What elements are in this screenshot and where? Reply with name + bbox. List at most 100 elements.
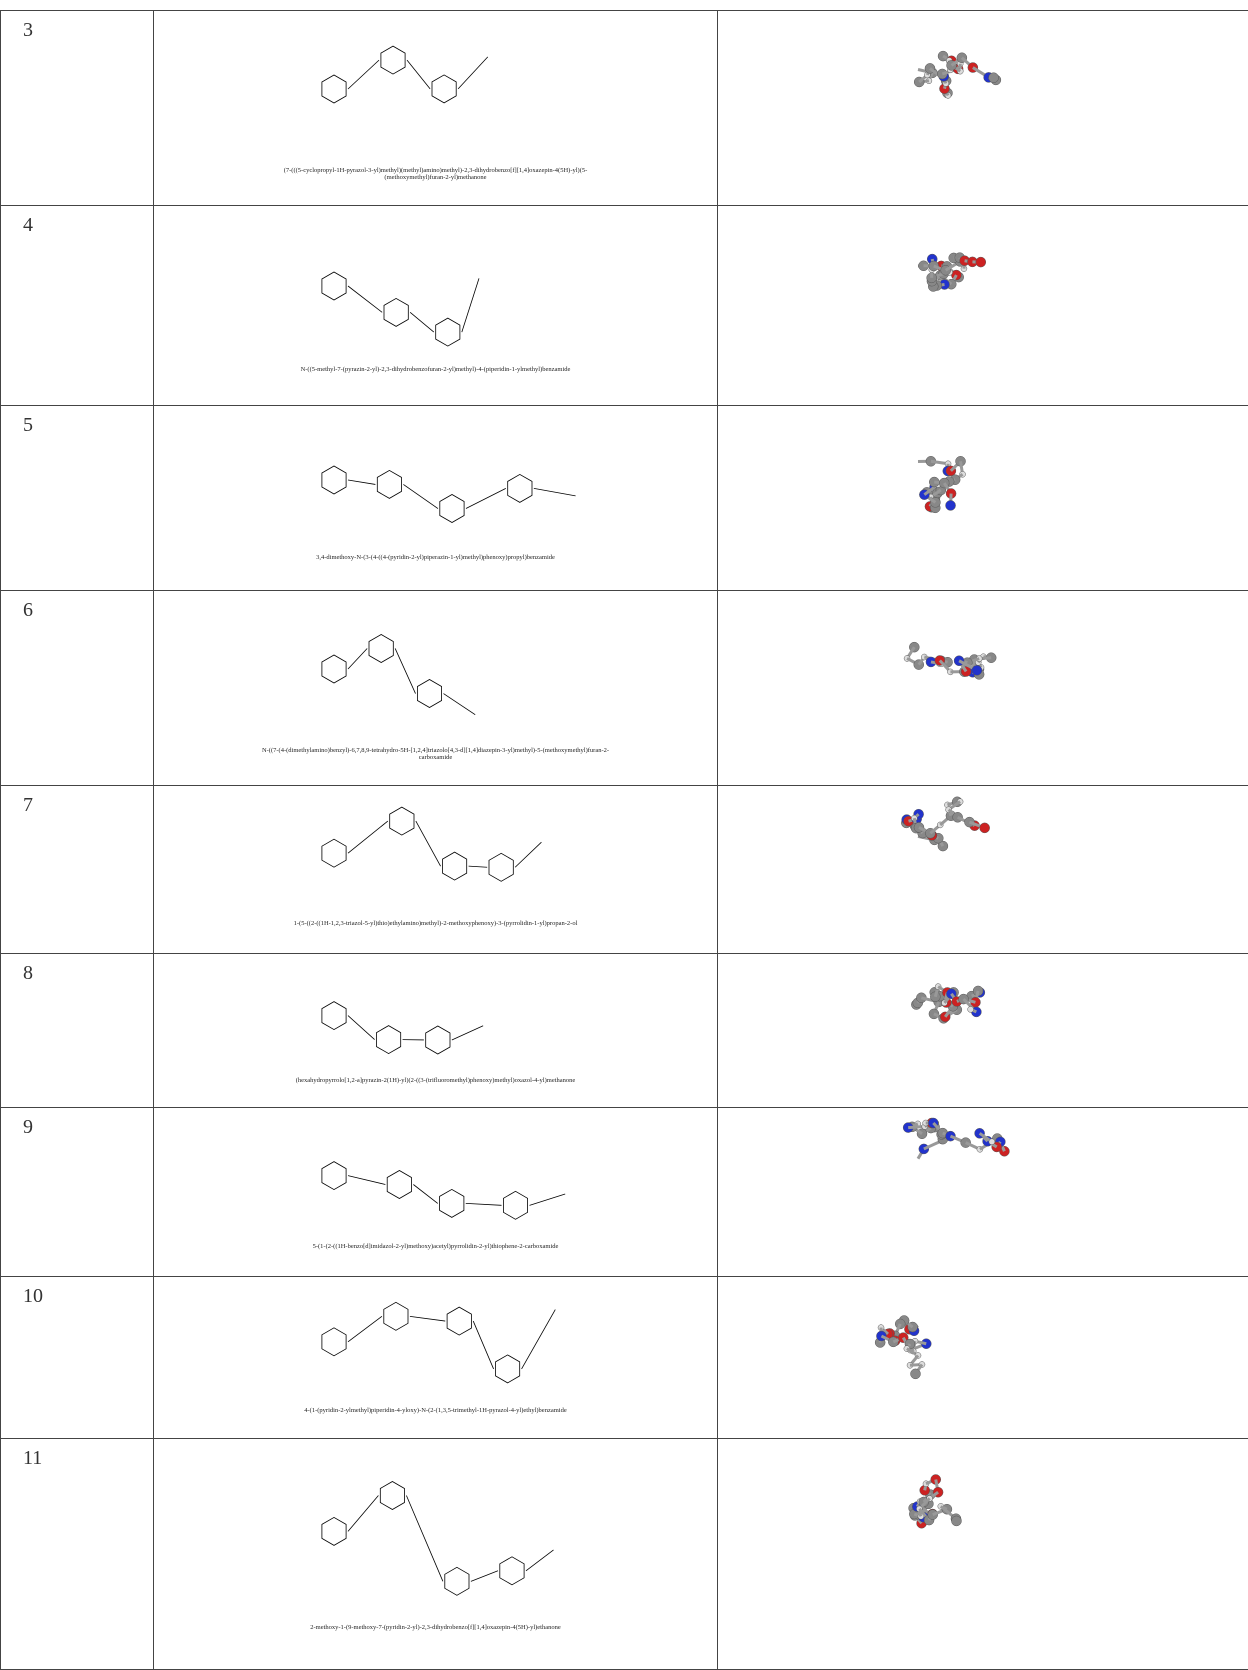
structure-2d-cell: 1-(5-((2-((1H-1,2,3-triazol-5-yl)thio)et… (154, 786, 718, 954)
structure-3d (718, 954, 1248, 1108)
ring (322, 466, 346, 494)
compound-name: N-((5-methyl-7-(pyrazin-2-yl)-2,3-dihydr… (254, 366, 617, 373)
index-cell: 11 (1, 1439, 154, 1670)
compound-name: (hexahydropyrrolo[1,2-a]pyrazin-2(1H)-yl… (254, 1077, 617, 1084)
atom (968, 1006, 974, 1012)
structure-3d-cell (718, 406, 1248, 591)
bond (348, 286, 382, 312)
structure-3d-cell (718, 1277, 1248, 1439)
index-cell: 7 (1, 786, 154, 954)
bond (466, 1203, 502, 1205)
ring (440, 1189, 464, 1217)
bond (406, 1495, 442, 1581)
structure-2d-cell: (hexahydropyrrolo[1,2-a]pyrazin-2(1H)-yl… (154, 954, 718, 1108)
index-cell: 9 (1, 1108, 154, 1277)
ring (500, 1557, 524, 1585)
compound-name: 5-(1-(2-((1H-benzo[d]imidazol-2-yl)metho… (254, 1243, 617, 1250)
row-index: 11 (23, 1447, 42, 1470)
row-index: 6 (23, 599, 33, 622)
bond (534, 488, 576, 495)
atom (910, 1369, 920, 1379)
bond (348, 1316, 382, 1341)
structure-2d-cell: 4-(1-(pyridin-2-ylmethyl)piperidin-4-ylo… (154, 1277, 718, 1439)
bond (471, 1571, 498, 1582)
structure-3d (718, 786, 1248, 954)
bond (413, 1184, 437, 1203)
compound-name: (7-(((5-cyclopropyl-1H-pyrazol-3-yl)meth… (254, 167, 617, 181)
structure-3d (718, 1439, 1248, 1670)
ring (322, 272, 346, 300)
structure-2d (154, 786, 717, 954)
ring (390, 807, 414, 835)
bond (416, 821, 441, 866)
row-index: 9 (23, 1116, 33, 1139)
bond (348, 60, 379, 89)
table-row: 9 5-(1-(2-((1H-benzo[d]imidazol-2-yl)meth… (1, 1108, 1248, 1277)
ring (387, 1171, 411, 1199)
atom (876, 1331, 886, 1341)
ring (377, 1026, 401, 1054)
atom (989, 73, 999, 83)
ring (417, 680, 441, 708)
ring (380, 1482, 404, 1510)
ring (436, 318, 460, 346)
ring (369, 635, 393, 663)
ring (445, 1567, 469, 1595)
index-cell: 4 (1, 206, 154, 406)
bond (473, 1321, 493, 1369)
ring (489, 853, 513, 881)
ring (322, 1002, 346, 1030)
index-cell: 8 (1, 954, 154, 1108)
row-index: 7 (23, 794, 33, 817)
bond (458, 57, 488, 89)
bond (403, 484, 438, 508)
table-row: 11 2-methoxy-1-(9-methoxy-7-(pyridin-2-yl… (1, 1439, 1248, 1670)
compound-name: 3,4-dimethoxy-N-(3-(4-((4-(pyridin-2-yl)… (254, 554, 617, 561)
row-index: 10 (23, 1285, 43, 1308)
structure-3d (718, 1108, 1248, 1277)
structure-2d-cell: 2-methoxy-1-(9-methoxy-7-(pyridin-2-yl)-… (154, 1439, 718, 1670)
table-row: 8 (hexahydropyrrolo[1,2-a]pyrazin-2(1H)-y… (1, 954, 1248, 1108)
index-cell: 10 (1, 1277, 154, 1439)
structure-2d (154, 954, 717, 1108)
ring (322, 1328, 346, 1356)
ring (322, 75, 346, 103)
table-row: 4 N-((5-methyl-7-(pyrazin-2-yl)-2,3-dihyd… (1, 206, 1248, 406)
atom (972, 665, 982, 675)
structure-2d-cell: 5-(1-(2-((1H-benzo[d]imidazol-2-yl)metho… (154, 1108, 718, 1277)
structure-2d (154, 406, 717, 591)
atom (946, 500, 956, 510)
structure-2d (154, 1108, 717, 1277)
ring (384, 298, 408, 326)
row-index: 8 (23, 962, 33, 985)
atom (951, 1516, 961, 1526)
structure-2d-cell: (7-(((5-cyclopropyl-1H-pyrazol-3-yl)meth… (154, 11, 718, 206)
page: {"table": {"rows": [ ["3", "(7-(((5-cycl… (0, 0, 1248, 1669)
bond (444, 694, 476, 715)
bond (522, 1310, 556, 1369)
bond (462, 278, 479, 332)
index-cell: 3 (1, 11, 154, 206)
ring (503, 1191, 527, 1219)
structure-3d-cell (718, 11, 1248, 206)
structure-3d-cell (718, 591, 1248, 786)
structure-3d-cell (718, 954, 1248, 1108)
structure-2d (154, 206, 717, 406)
bond (395, 648, 415, 693)
atom (976, 257, 986, 267)
table-row: 6 N-((7-(4-(dimethylamino)benzyl)-6,7,8,9… (1, 591, 1248, 786)
compound-name: 2-methoxy-1-(9-methoxy-7-(pyridin-2-yl)-… (254, 1624, 617, 1631)
bond (410, 1316, 445, 1321)
structure-3d (718, 406, 1248, 591)
compound-name: 4-(1-(pyridin-2-ylmethyl)piperidin-4-ylo… (254, 1407, 617, 1414)
table-row: 3 (7-(((5-cyclopropyl-1H-pyrazol-3-yl)met… (1, 11, 1248, 206)
table-row: 7 1-(5-((2-((1H-1,2,3-triazol-5-yl)thio)e… (1, 786, 1248, 954)
structure-2d-cell: 3,4-dimethoxy-N-(3-(4-((4-(pyridin-2-yl)… (154, 406, 718, 591)
ring (447, 1307, 471, 1335)
bond (526, 1550, 554, 1571)
table-row: 10 4-(1-(pyridin-2-ylmethyl)piperidin-4-y… (1, 1277, 1248, 1439)
ring (377, 470, 401, 498)
bond (410, 312, 434, 332)
ring (440, 495, 464, 523)
compound-name: N-((7-(4-(dimethylamino)benzyl)-6,7,8,9-… (254, 747, 617, 761)
